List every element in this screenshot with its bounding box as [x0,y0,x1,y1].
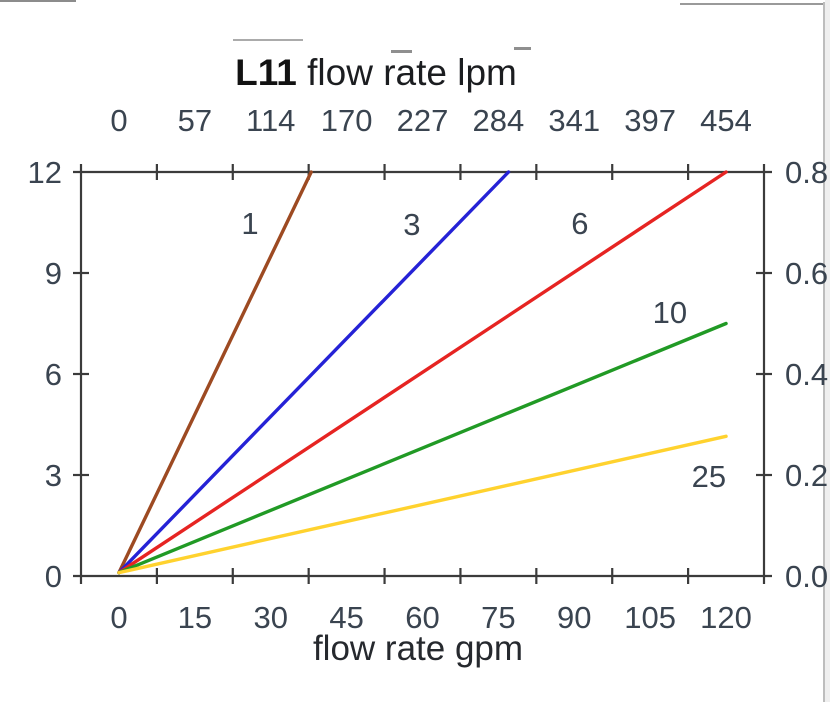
right-axis-tick-label: 0.6 [785,256,829,291]
top-axis-tick-label: 397 [624,103,677,138]
series-label-3: 3 [403,207,421,243]
series-line-25 [117,434,728,575]
stray-mark-underline [233,39,303,41]
chart-title-model: L11 [235,52,297,93]
series-label-6: 6 [571,205,589,241]
left-axis-tick-label: 3 [44,458,62,493]
series-line-3 [117,170,511,575]
left-axis-tick-label: 12 [27,155,62,190]
top-axis-tick-label: 0 [110,103,128,138]
series-line-6 [117,170,728,575]
top-axis-tick-label: 284 [472,103,525,138]
page-edge-top-right-line [680,3,830,5]
right-axis-tick-label: 0.4 [785,357,829,392]
series-label-25: 25 [691,459,727,494]
left-axis-tick-label: 9 [44,256,62,291]
bottom-axis-tick-label: 105 [624,600,677,635]
page-edge-top-left-line [0,0,76,2]
right-axis-tick-label: 0.0 [785,559,829,594]
stray-mark-dash-2 [514,47,531,50]
bottom-axis-tick-label: 90 [557,600,592,635]
stray-mark-dash-1 [391,50,412,53]
bottom-axis-tick-label: 30 [253,600,288,635]
top-axis-tick-label: 341 [548,103,601,138]
left-axis-tick-label: 0 [44,559,62,594]
top-axis-tick-label: 227 [396,103,449,138]
top-axis-tick-label: 454 [700,103,752,138]
bottom-axis-tick-label: 120 [700,600,752,635]
right-axis-tick-label: 0.2 [785,458,829,493]
series-label-1: 1 [241,205,259,241]
series-label-10: 10 [652,294,688,330]
series-line-10 [117,321,728,575]
bottom-axis-tick-label: 45 [329,600,364,635]
bottom-axis-tick-label: 15 [177,600,213,635]
page-edge-right-line [823,2,825,702]
chart-title-top-axis-label: flow rate lpm [296,52,517,93]
x-axis-title: flow rate gpm [312,629,524,668]
series-line-1 [117,170,313,575]
top-axis-tick-label: 170 [320,103,373,138]
bottom-axis-tick-label: 75 [481,600,516,635]
top-axis-tick-label: 57 [177,103,213,138]
page-edge-right-fill [825,0,830,702]
bottom-axis-tick-label: 0 [110,600,128,635]
right-axis-tick-label: 0.8 [785,155,829,190]
top-axis-tick-label: 114 [246,103,296,138]
bottom-axis-tick-label: 60 [405,600,440,635]
left-axis-tick-label: 6 [44,357,62,392]
chart-title: L11 flow rate lpm [176,54,576,92]
